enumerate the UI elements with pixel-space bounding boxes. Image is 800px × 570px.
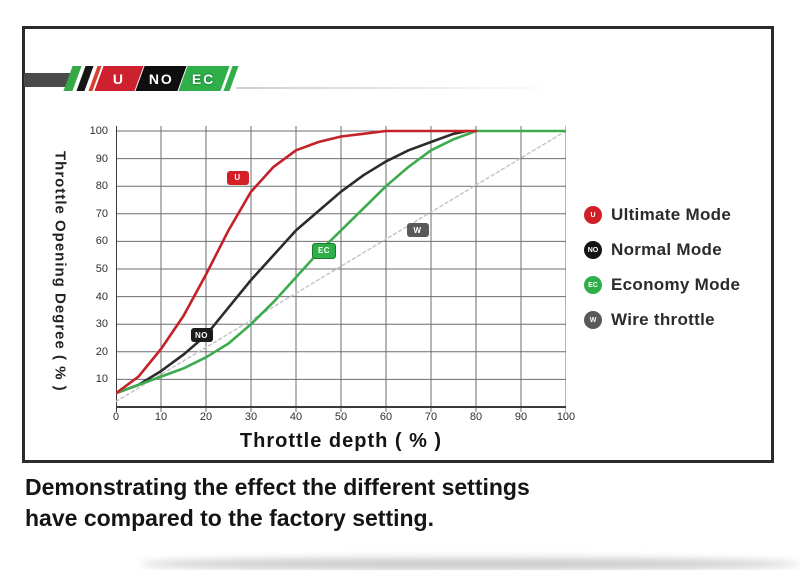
y-tick-label: 70 [95, 207, 108, 220]
brand-banner: U NO EC [0, 0, 800, 100]
banner-rule-line [236, 87, 562, 89]
caption-line-2: have compared to the factory setting. [25, 505, 434, 531]
x-tick-label: 50 [334, 411, 348, 423]
x-tick-label: 90 [514, 411, 528, 423]
x-tick-label: 20 [199, 411, 213, 423]
x-axis-title: Throttle depth ( % ) [239, 430, 443, 452]
banner-segment-label: NO [148, 70, 174, 87]
banner-gray-bar [24, 73, 72, 87]
curve-ultimate-mode [116, 129, 478, 395]
legend-label: Ultimate Mode [611, 205, 732, 224]
legend-item-normal: NO Normal Mode [584, 239, 759, 261]
curve-badge-no: NO [190, 328, 213, 343]
legend-dot-normal: NO [584, 241, 602, 259]
x-tick-label: 60 [379, 411, 393, 423]
y-tick-label: 90 [95, 152, 108, 165]
legend-label: Normal Mode [611, 240, 722, 259]
chart-plot-svg [116, 126, 566, 412]
curve-badge-w: W [406, 223, 429, 238]
x-tick-label: 40 [289, 411, 303, 423]
content-frame [22, 26, 774, 463]
y-tick-label: 80 [95, 180, 108, 193]
legend-item-wire: W Wire throttle [584, 309, 759, 331]
legend-dot-wire: W [584, 311, 602, 329]
legend-dot-economy: EC [584, 276, 602, 294]
caption-line-1: Demonstrating the effect the different s… [25, 474, 530, 500]
y-tick-label: 40 [95, 290, 108, 303]
x-tick-label: 10 [154, 411, 168, 423]
y-tick-label: 10 [95, 373, 108, 386]
x-tick-label: 70 [424, 411, 438, 423]
chart-legend: U Ultimate Mode NO Normal Mode EC Econom… [584, 204, 759, 344]
x-tick-label: 0 [112, 411, 120, 423]
caption: Demonstrating the effect the different s… [25, 472, 530, 534]
curve-wire-throttle [116, 130, 566, 403]
curve-normal-mode [116, 129, 469, 395]
y-tick-label: 20 [95, 345, 108, 358]
y-tick-label: 50 [95, 263, 108, 275]
bottom-edge-smudge [140, 558, 800, 570]
y-tick-label: 60 [95, 235, 108, 248]
x-tick-label: 100 [556, 411, 576, 423]
legend-label: Economy Mode [611, 275, 741, 294]
curve-badge-u: U [226, 170, 249, 185]
legend-item-economy: EC Economy Mode [584, 274, 759, 296]
banner-segment-economy: EC [178, 66, 230, 91]
legend-item-ultimate: U Ultimate Mode [584, 204, 759, 226]
legend-dot-ultimate: U [584, 206, 602, 224]
legend-label: Wire throttle [611, 310, 715, 329]
y-tick-label: 30 [95, 318, 108, 331]
curve-badge-ec: EC [312, 242, 336, 259]
x-tick-label: 80 [469, 411, 483, 423]
y-axis-title: Throttle Opening Degree ( % ) [51, 150, 69, 392]
banner-segment-label: EC [192, 70, 216, 87]
y-tick-label: 100 [89, 125, 108, 137]
x-tick-label: 30 [244, 411, 258, 423]
banner-segment-label: U [112, 70, 126, 87]
